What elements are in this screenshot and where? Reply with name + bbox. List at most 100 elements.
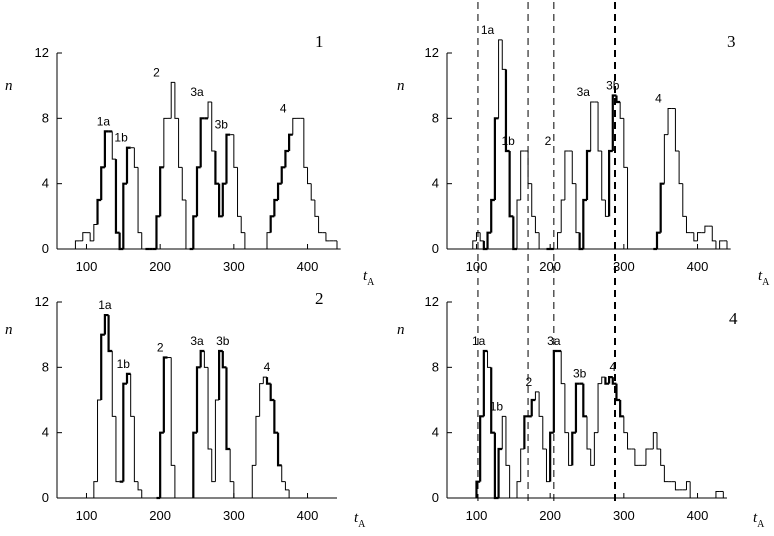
histogram-bin	[601, 376, 606, 384]
y-tick-label: 0	[432, 241, 439, 256]
x-tick-label: 400	[297, 508, 319, 523]
histogram-bin	[552, 349, 558, 433]
histogram-bin	[318, 216, 323, 234]
histogram-bin	[490, 198, 495, 233]
peak-label: 4	[609, 360, 616, 374]
histogram-bin	[611, 377, 617, 385]
histogram-bin	[170, 81, 175, 119]
histogram-bin	[545, 449, 551, 483]
histogram-bin	[505, 416, 510, 466]
histogram-bin	[276, 182, 282, 200]
histogram-bin	[520, 150, 525, 200]
histogram-bin	[229, 449, 234, 483]
histogram-bin	[512, 216, 517, 251]
peak-label: 1a	[472, 334, 486, 348]
histogram-bin	[211, 102, 216, 152]
histogram-bin	[498, 39, 503, 119]
histogram-bin	[578, 232, 584, 251]
y-tick-label: 8	[432, 110, 439, 125]
histogram-bin	[685, 481, 691, 490]
histogram-bin	[203, 351, 209, 368]
histogram-bin	[125, 146, 131, 184]
histogram-bin	[682, 183, 687, 217]
histogram-bin	[509, 465, 514, 499]
histogram-bin	[325, 232, 330, 242]
histogram-bin	[619, 400, 624, 418]
x-tick-label: 100	[466, 259, 488, 274]
x-tick-label: 400	[687, 259, 709, 274]
y-tick-label: 4	[432, 425, 439, 440]
histogram-bin	[266, 232, 271, 249]
peak-label: 3a	[190, 85, 204, 99]
histogram-bin	[645, 448, 650, 466]
histogram-bin	[604, 200, 610, 217]
histogram-bin	[89, 232, 94, 242]
panel-number-label: 4	[729, 309, 738, 328]
histogram-bin	[715, 240, 720, 250]
histogram-bin	[726, 240, 731, 250]
histogram-bin	[178, 118, 183, 168]
histogram-bin	[501, 415, 506, 449]
histogram-bin	[479, 232, 484, 242]
histogram-bin	[137, 167, 142, 234]
histogram-bin	[538, 232, 543, 250]
peak-label: 3a	[190, 334, 204, 348]
x-axis-title-subscript: A	[367, 277, 375, 288]
histogram-bin	[125, 372, 131, 384]
x-axis-title: tA	[354, 510, 366, 530]
histogram-bin	[571, 151, 576, 185]
histogram-bin	[174, 82, 179, 119]
y-tick-label: 8	[42, 110, 49, 125]
histogram-bin	[520, 448, 525, 482]
panel-number-label: 2	[315, 289, 324, 308]
histogram-bin	[689, 481, 694, 499]
y-tick-label: 12	[425, 45, 439, 60]
histogram-bin	[615, 95, 621, 104]
histogram-bin	[722, 491, 727, 499]
histogram-bin	[310, 183, 315, 201]
histogram-bin	[74, 240, 80, 249]
panel-2: 2 n tA 0 4 8 12 100 200 300 400 1a 1b 2 3a 3b 4	[5, 289, 366, 530]
x-tick-label: 200	[149, 508, 171, 523]
histogram-bin	[292, 117, 297, 135]
histogram-bin	[303, 118, 308, 168]
histogram-bin	[96, 198, 102, 225]
histogram-bin	[237, 167, 242, 217]
histogram-bin	[159, 431, 164, 498]
x-tick-label: 200	[539, 508, 561, 523]
histogram-bin	[516, 199, 521, 249]
histogram-bin	[280, 166, 286, 184]
histogram-bin	[472, 240, 477, 249]
histogram-bin	[608, 149, 613, 217]
histogram-bin	[516, 481, 521, 498]
y-axis-title: n	[5, 322, 13, 338]
y-axis-title: n	[397, 322, 405, 338]
histogram-bin	[251, 464, 256, 498]
x-tick-label: 300	[613, 259, 635, 274]
x-axis-title: tA	[363, 268, 375, 288]
y-tick-label: 12	[425, 294, 439, 309]
histogram-bin	[549, 431, 554, 482]
histogram-bin	[214, 399, 220, 482]
histogram-bin	[667, 108, 672, 135]
histogram-bin	[97, 399, 102, 482]
x-tick-label: 200	[149, 259, 171, 274]
peak-label: 3a	[577, 85, 591, 99]
peak-label: 1a	[481, 23, 495, 37]
histogram-bin	[118, 232, 124, 251]
histogram-bin	[590, 101, 595, 151]
histogram-bin	[185, 200, 190, 250]
x-axis-title-main: t	[363, 268, 368, 284]
histogram-bin	[538, 391, 543, 417]
x-axis-title-main: t	[758, 268, 763, 284]
histogram-bin	[133, 147, 139, 168]
x-axis-title-main: t	[753, 510, 758, 526]
x-tick-label: 100	[76, 508, 98, 523]
histogram-bin	[284, 149, 290, 168]
histogram-bin	[531, 183, 536, 217]
histogram-bin	[487, 351, 492, 368]
histogram-bin	[93, 481, 98, 498]
